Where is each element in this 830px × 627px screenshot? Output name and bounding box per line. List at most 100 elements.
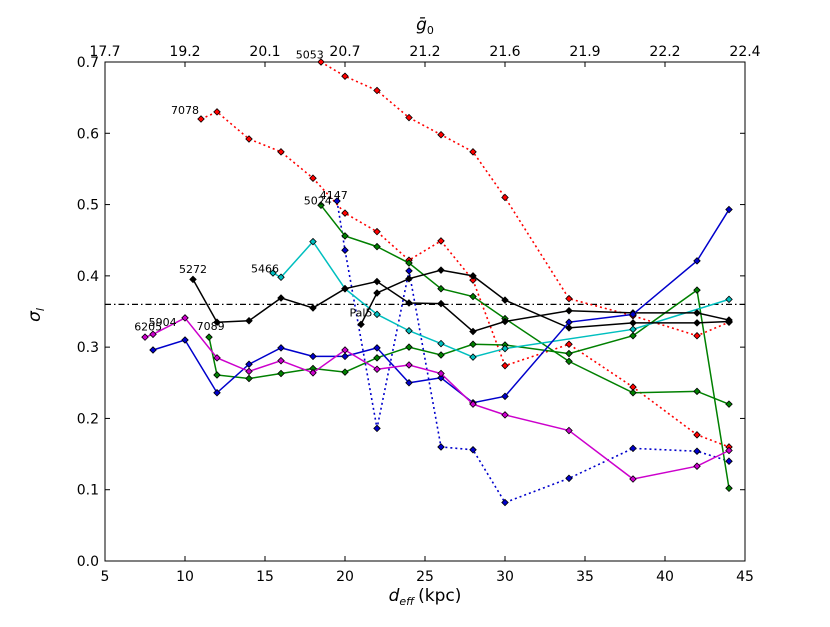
- data-point: [565, 294, 573, 303]
- top-axis-label: ḡ0: [416, 15, 434, 37]
- data-point: [437, 351, 445, 359]
- annotation-label: 7089: [197, 320, 225, 333]
- data-point: [469, 272, 477, 280]
- y-tick-label: 0.0: [77, 554, 99, 570]
- annotation-label: 4147: [320, 189, 348, 202]
- data-point: [469, 327, 477, 336]
- x-axis-label: deff (kpc): [389, 586, 462, 608]
- data-point: [333, 197, 341, 205]
- y-tick-label: 0.1: [77, 483, 99, 499]
- y-tick-label: 0.3: [77, 340, 99, 356]
- data-point: [469, 400, 477, 408]
- data-point: [565, 426, 573, 435]
- data-point: [469, 292, 477, 301]
- data-point: [341, 209, 349, 217]
- y-tick-label: 0.4: [77, 269, 99, 285]
- data-point: [341, 346, 349, 354]
- data-point: [373, 86, 381, 95]
- data-point: [277, 369, 285, 378]
- top-tick-label: 20.1: [249, 44, 280, 60]
- data-point: [405, 267, 413, 275]
- annotation-label: Pal5: [350, 306, 373, 319]
- y-tick-label: 0.7: [77, 55, 99, 71]
- data-point: [309, 369, 317, 377]
- data-point: [181, 336, 189, 344]
- data-point: [341, 368, 349, 376]
- data-point: [309, 304, 317, 312]
- data-point: [341, 284, 349, 293]
- data-point: [725, 457, 733, 465]
- data-point: [405, 343, 413, 351]
- data-point: [205, 333, 213, 341]
- data-point: [693, 387, 701, 396]
- data-point: [341, 232, 349, 240]
- data-point: [405, 259, 413, 267]
- series-6205: [141, 314, 733, 483]
- data-point: [213, 108, 221, 116]
- data-point: [181, 314, 189, 322]
- data-point: [373, 242, 381, 251]
- data-point: [725, 295, 733, 304]
- data-point: [629, 475, 637, 483]
- data-point: [629, 389, 637, 397]
- data-point: [149, 330, 157, 339]
- series-line: [152, 209, 730, 404]
- x-tick-label: 30: [496, 569, 514, 585]
- data-point: [501, 361, 509, 370]
- top-tick-label: 21.2: [409, 44, 440, 60]
- data-point: [277, 344, 285, 352]
- data-point: [693, 431, 701, 439]
- data-point: [565, 340, 573, 349]
- data-point: [373, 227, 381, 236]
- data-point: [437, 443, 445, 451]
- data-point: [341, 246, 349, 254]
- series-line: [360, 269, 730, 329]
- series-pal5: [357, 266, 733, 332]
- data-point: [565, 324, 573, 332]
- data-point: [309, 352, 317, 361]
- data-point: [269, 269, 277, 277]
- annotation-label: 5272: [179, 263, 207, 276]
- data-point: [629, 331, 637, 340]
- data-point: [245, 135, 253, 143]
- data-point: [405, 379, 413, 387]
- y-tick-label: 0.5: [77, 198, 99, 214]
- data-point: [405, 326, 413, 335]
- data-point: [213, 354, 221, 362]
- annotation-label: 6205: [134, 321, 162, 334]
- data-point: [469, 148, 477, 156]
- annotation-label: 7078: [171, 104, 199, 117]
- data-point: [245, 367, 253, 376]
- data-point: [277, 294, 285, 302]
- data-point: [189, 275, 197, 284]
- data-point: [341, 72, 349, 81]
- data-point: [373, 289, 381, 297]
- data-point: [501, 193, 509, 202]
- axis-ticks: 5 10 15 20 25 30 35 40 45 0.0 0.1 0.2 0.3 0.4 0.5 0.6 0.…: [77, 44, 761, 585]
- data-point: [565, 307, 573, 315]
- plot-area: [104, 61, 746, 562]
- top-tick-label: 17.7: [89, 44, 120, 60]
- data-point: [629, 310, 637, 319]
- data-point: [437, 339, 445, 348]
- x-tick-label: 15: [256, 569, 274, 585]
- data-point: [725, 446, 733, 455]
- data-point: [501, 296, 509, 304]
- data-point: [725, 400, 733, 408]
- data-point: [317, 201, 325, 210]
- data-point: [501, 498, 509, 507]
- data-point: [341, 352, 349, 361]
- data-point: [501, 392, 509, 401]
- data-point: [501, 317, 509, 326]
- top-tick-label: 22.2: [649, 44, 680, 60]
- annotation-label: 5904: [149, 316, 177, 329]
- data-point: [405, 361, 413, 369]
- data-point: [245, 317, 253, 325]
- data-point: [693, 447, 701, 455]
- data-point: [309, 174, 317, 182]
- data-point: [437, 284, 445, 293]
- data-point: [277, 273, 285, 282]
- x-tick-label: 10: [176, 569, 194, 585]
